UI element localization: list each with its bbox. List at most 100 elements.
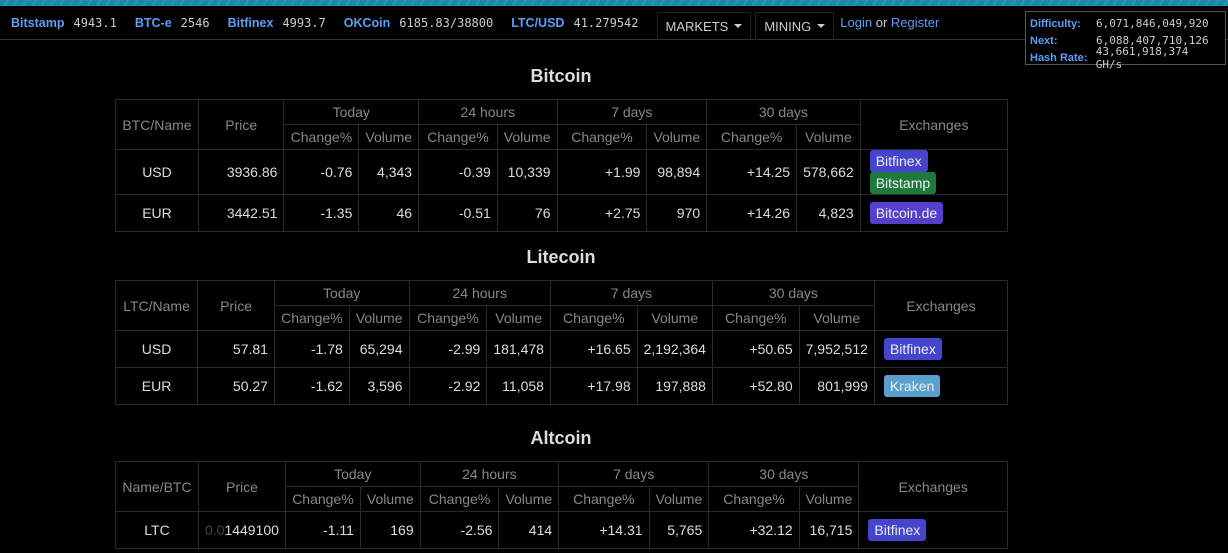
- today-volume: 169: [359, 511, 421, 549]
- col-header-volume: Volume: [498, 486, 560, 512]
- exchange-badge-bitcoinde[interactable]: Bitcoin.de: [869, 202, 944, 224]
- mining-stats-panel: Difficulty: 6,071,846,049,920 Next: 6,088,…: [1025, 11, 1226, 71]
- markets-dropdown[interactable]: MARKETS: [656, 11, 752, 40]
- 24h-volume: 76: [496, 194, 558, 232]
- price: 3936.86: [197, 149, 285, 195]
- col-header-24h: 24 hours: [419, 461, 560, 487]
- price: 0.01449100: [197, 511, 286, 549]
- 30d-change: +52.80: [711, 367, 800, 405]
- today-change: -1.62: [273, 367, 350, 405]
- col-header-name: Name/BTC: [115, 461, 199, 512]
- 7d-volume: 98,894: [646, 149, 708, 195]
- 7d-change: +17.98: [549, 367, 638, 405]
- col-header-7d: 7 days: [549, 280, 713, 306]
- exchange-badge-kraken[interactable]: Kraken: [883, 375, 941, 397]
- exchange-badge-bitfinex[interactable]: Bitfinex: [883, 338, 942, 360]
- currency-name[interactable]: EUR: [114, 367, 199, 405]
- 30d-volume: 7,952,512: [798, 330, 875, 368]
- or-text: or: [872, 15, 891, 30]
- 7d-change: +14.31: [558, 511, 650, 549]
- col-header-price: Price: [197, 99, 285, 150]
- ticker-name: LTC/USD: [511, 15, 565, 30]
- table-row: LTC 0.01449100 -1.11 169 -2.56 414 +14.3…: [115, 511, 1008, 549]
- section-title-litecoin: Litecoin: [526, 247, 596, 267]
- 30d-change: +14.26: [706, 194, 798, 232]
- mining-dropdown[interactable]: MINING: [755, 11, 835, 40]
- col-header-volume: Volume: [636, 305, 713, 331]
- exchanges-cell: Bitcoin.de: [859, 194, 1009, 232]
- col-header-change: Change%: [283, 124, 360, 150]
- ticker-value: 2546: [180, 15, 210, 30]
- table-row: USD 57.81 -1.78 65,294 -2.99 181,478 +16…: [114, 330, 1009, 368]
- exchange-badge-bitstamp[interactable]: Bitstamp: [869, 172, 937, 194]
- exchanges-cell: Bitfinex: [858, 511, 1008, 549]
- auth-links: Login or Register: [840, 15, 939, 30]
- ticker-ltc-usd[interactable]: LTC/USD 41.279542: [511, 16, 638, 30]
- currency-name[interactable]: LTC: [115, 511, 199, 549]
- col-header-7d: 7 days: [558, 461, 710, 487]
- col-header-change: Change%: [419, 486, 500, 512]
- section-title-altcoin: Altcoin: [530, 428, 592, 448]
- today-volume: 65,294: [348, 330, 410, 368]
- price: 57.81: [197, 330, 275, 368]
- col-header-exchanges: Exchanges: [873, 280, 1009, 331]
- hashrate-value: 43,661,918,374 GH/s: [1095, 44, 1189, 71]
- col-header-change: Change%: [711, 305, 800, 331]
- col-header-volume: Volume: [798, 486, 860, 512]
- col-header-change: Change%: [706, 124, 798, 150]
- 30d-change: +32.12: [708, 511, 800, 549]
- table-row: EUR 50.27 -1.62 3,596 -2.92 11,058 +17.9…: [114, 367, 1009, 405]
- markets-label: MARKETS: [665, 18, 729, 34]
- col-header-change: Change%: [549, 305, 638, 331]
- today-volume: 4,343: [358, 149, 420, 195]
- litecoin-table: LTC/Name Price Today 24 hours 7 days 30 …: [114, 280, 1009, 405]
- exchange-badge-bitfinex[interactable]: Bitfinex: [868, 519, 927, 541]
- price-digits: 1449100: [224, 522, 279, 538]
- col-header-24h: 24 hours: [408, 280, 551, 306]
- currency-name[interactable]: USD: [115, 149, 199, 195]
- 30d-change: +50.65: [711, 330, 800, 368]
- top-banner-stripe: [0, 0, 1228, 6]
- ticker-bitstamp[interactable]: Bitstamp 4943.1: [11, 16, 117, 30]
- col-header-volume: Volume: [796, 124, 861, 150]
- col-header-today: Today: [273, 280, 410, 306]
- col-header-name: BTC/Name: [115, 99, 199, 150]
- exchange-badge-bitfinex[interactable]: Bitfinex: [869, 150, 928, 172]
- today-change: -1.11: [284, 511, 361, 549]
- 7d-change: +16.65: [549, 330, 638, 368]
- register-link[interactable]: Register: [890, 15, 940, 30]
- col-header-change: Change%: [273, 305, 350, 331]
- col-header-exchanges: Exchanges: [858, 461, 1008, 512]
- 30d-volume: 16,715: [798, 511, 860, 549]
- 24h-volume: 11,058: [486, 367, 551, 405]
- ticker-btce[interactable]: BTC-e 2546: [135, 16, 210, 30]
- ticker-okcoin[interactable]: OKCoin 6185.83/38800: [344, 16, 493, 30]
- section-title-bitcoin: Bitcoin: [530, 66, 592, 86]
- next-difficulty-value: 6,088,407,710,126: [1096, 34, 1209, 47]
- altcoin-table: Name/BTC Price Today 24 hours 7 days 30 …: [115, 461, 1008, 549]
- col-header-today: Today: [283, 99, 420, 125]
- 24h-volume: 10,339: [496, 149, 558, 195]
- currency-name[interactable]: EUR: [115, 194, 199, 232]
- col-header-change: Change%: [408, 305, 488, 331]
- login-link[interactable]: Login: [840, 15, 873, 30]
- currency-name[interactable]: USD: [114, 330, 199, 368]
- next-difficulty-label: Next:: [1030, 34, 1058, 47]
- 30d-change: +14.25: [706, 149, 798, 195]
- ticker-name: Bitstamp: [11, 15, 65, 30]
- price: 3442.51: [197, 194, 285, 232]
- caret-down-icon: [817, 24, 826, 28]
- col-header-24h: 24 hours: [418, 99, 558, 125]
- col-header-volume: Volume: [648, 486, 710, 512]
- 7d-volume: 197,888: [636, 367, 713, 405]
- col-header-change: Change%: [556, 124, 648, 150]
- ticker-name: OKCoin: [343, 15, 391, 30]
- col-header-volume: Volume: [646, 124, 708, 150]
- ticker-bitfinex[interactable]: Bitfinex 4993.7: [228, 16, 326, 30]
- price-leading-zeros: 0.0: [204, 522, 225, 538]
- col-header-volume: Volume: [798, 305, 875, 331]
- ticker-value: 41.279542: [573, 15, 639, 30]
- ticker-name: Bitfinex: [227, 15, 274, 30]
- 24h-change: -0.51: [418, 194, 498, 232]
- today-change: -1.35: [283, 194, 360, 232]
